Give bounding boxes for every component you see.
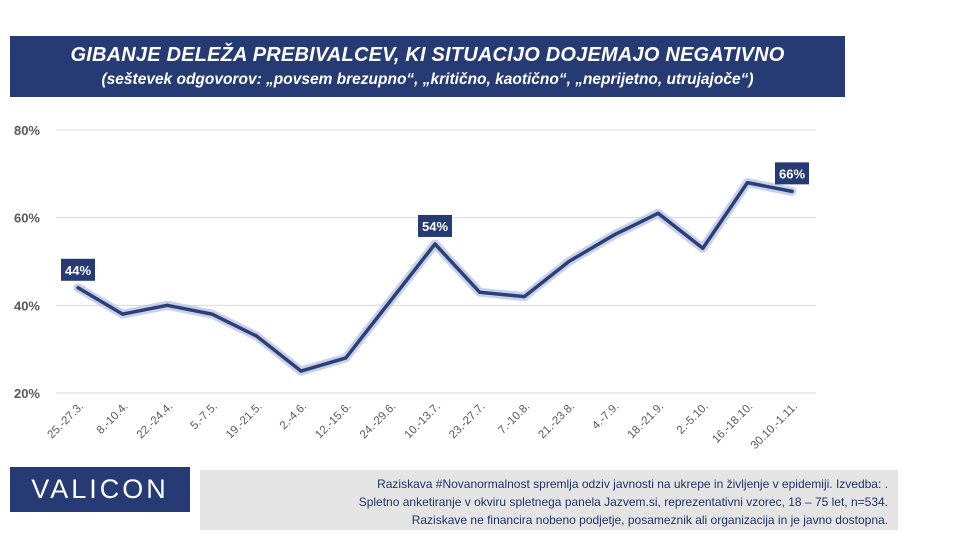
data-point [656, 211, 660, 215]
data-point [522, 295, 526, 299]
data-point [790, 189, 794, 193]
x-tick-label: 23.-27.7. [447, 401, 488, 442]
chart-subtitle: (seštevek odgovorov: „povsem brezupno“, … [101, 71, 754, 88]
data-label: 44% [65, 263, 91, 278]
x-tick-label: 10.-13.7. [403, 401, 444, 442]
x-tick-label: 22.-24.4. [135, 401, 176, 442]
x-tick-label: 30.10.-1.11. [749, 401, 800, 452]
data-point [165, 303, 169, 307]
x-tick-label: 21.-23.8. [536, 401, 577, 442]
data-point [478, 290, 482, 294]
x-tick-label: 19.-21.5. [224, 401, 265, 442]
data-label: 54% [422, 219, 448, 234]
x-tick-label: 8.-10.4. [95, 401, 131, 437]
data-label-box [418, 214, 452, 237]
y-tick-label: 60% [14, 211, 40, 226]
data-point [76, 286, 80, 290]
data-point [701, 246, 705, 250]
y-tick-label: 80% [14, 123, 40, 138]
data-label-box [775, 162, 809, 185]
valicon-logo: VALICON [10, 467, 190, 512]
data-point [433, 242, 437, 246]
x-tick-label: 4.-7.9. [590, 401, 622, 433]
data-point [745, 181, 749, 185]
x-tick-label: 25.-27.3. [46, 401, 87, 442]
series-line-glow [73, 178, 797, 376]
data-point [612, 233, 615, 237]
series-line [76, 180, 794, 373]
data-point [255, 334, 258, 338]
footnote-line-1: Raziskava #Novanormalnost spremlja odziv… [377, 477, 888, 491]
x-tick-label: 16.-18.10. [710, 401, 755, 446]
data-point [121, 312, 125, 316]
data-label-box [61, 258, 95, 281]
x-tick-label: 2.-5.10. [675, 401, 711, 437]
title-banner: GIBANJE DELEŽA PREBIVALCEV, KI SITUACIJO… [10, 36, 845, 97]
footnote-line-3: Raziskave ne financira nobeno podjetje, … [411, 513, 888, 527]
y-tick-label: 20% [14, 386, 40, 401]
x-tick-label: 24.-29.6. [358, 401, 399, 442]
x-tick-label: 2.-4.6. [278, 401, 310, 433]
data-point [567, 260, 571, 263]
data-point [344, 356, 348, 360]
line-chart: 20% 40% 60% 80% 25.-27.3. 8.-10.4. 22.-24.4. 5.… [14, 123, 816, 452]
data-point [388, 299, 392, 303]
data-point [299, 369, 303, 373]
x-tick-label: 18.-21.9. [626, 401, 667, 442]
footnote-box: Raziskava #Novanormalnost spremlja odziv… [200, 470, 898, 530]
data-point [210, 312, 214, 316]
x-tick-label: 5.-7.5. [188, 401, 220, 433]
y-tick-label: 40% [14, 298, 40, 313]
x-tick-label: 12.-15.6. [313, 401, 354, 442]
data-label: 66% [779, 166, 805, 181]
chart-title: GIBANJE DELEŽA PREBIVALCEV, KI SITUACIJO… [70, 44, 785, 66]
footnote-line-2: Spletno anketiranje v okviru spletnega p… [358, 495, 888, 509]
x-tick-label: 7.-10.8. [496, 401, 532, 437]
